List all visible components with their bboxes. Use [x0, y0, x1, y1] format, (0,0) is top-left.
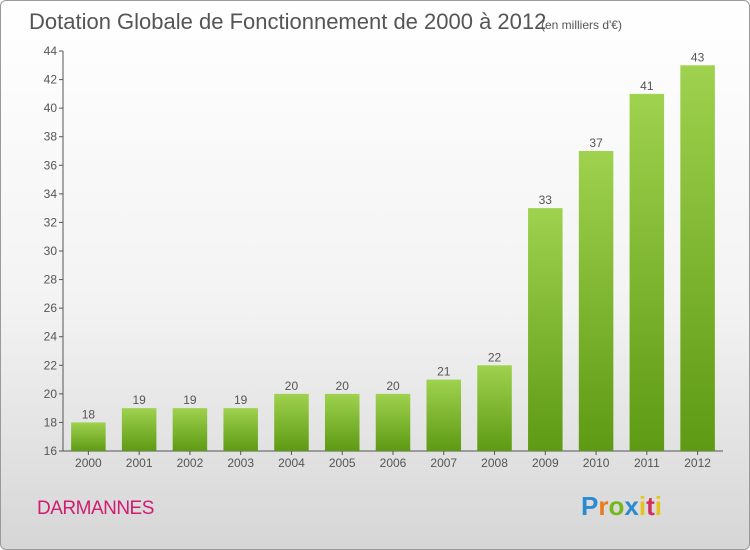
bar-2001 [121, 408, 157, 451]
x-tick-label: 2003 [227, 456, 254, 470]
bar-2010 [578, 151, 614, 451]
x-axis: 2000 2001 2002 2003 2004 2005 2006 2007 2008 2009… [75, 451, 711, 470]
x-tick-label: 2005 [329, 456, 356, 470]
y-tick-label: 36 [44, 158, 58, 172]
x-tick-label: 2009 [532, 456, 559, 470]
bar-2000 [71, 422, 106, 451]
bar-value-label: 33 [539, 193, 553, 207]
bar-2007 [426, 379, 462, 451]
y-tick-label: 16 [44, 444, 58, 458]
y-tick-label: 38 [44, 130, 58, 144]
x-tick-label: 2004 [278, 456, 305, 470]
bar-2006 [375, 393, 411, 451]
bar-value-label: 18 [82, 407, 96, 421]
bar-2004 [274, 393, 309, 451]
y-tick-label: 32 [44, 215, 58, 229]
chart-title: Dotation Globale de Fonctionnement de 20… [29, 9, 547, 34]
bar-value-label: 19 [183, 393, 197, 407]
commune-name: DARMANNES [37, 498, 154, 519]
x-tick-label: 2010 [583, 456, 610, 470]
bar-value-label: 37 [589, 136, 603, 150]
y-tick-label: 20 [44, 387, 58, 401]
x-tick-label: 2002 [177, 456, 204, 470]
bar-2003 [223, 408, 258, 451]
bar-value-label: 20 [386, 379, 400, 393]
bar-2008 [477, 365, 512, 451]
y-tick-label: 30 [44, 244, 58, 258]
x-tick-label: 2012 [684, 456, 711, 470]
x-tick-label: 2008 [481, 456, 508, 470]
bar-value-label: 20 [285, 379, 299, 393]
chart-unit: (en milliers d'€) [541, 18, 622, 32]
bar-2009 [528, 208, 563, 451]
bar-value-label: 20 [336, 379, 350, 393]
bar-2005 [324, 393, 360, 451]
bar-2012 [680, 65, 715, 452]
bar-value-label: 43 [691, 50, 705, 64]
bar-value-label: 19 [234, 393, 248, 407]
x-tick-label: 2006 [380, 456, 407, 470]
bar-value-label: 41 [640, 79, 654, 93]
x-tick-label: 2001 [126, 456, 153, 470]
y-tick-label: 26 [44, 301, 58, 315]
proxiti-logo[interactable]: Proxiti [581, 491, 662, 521]
y-tick-label: 34 [44, 187, 58, 201]
bar-value-label: 21 [437, 365, 451, 379]
x-tick-label: 2011 [634, 456, 660, 470]
bar-value-label: 19 [132, 393, 146, 407]
x-tick-label: 2000 [75, 456, 102, 470]
bar-2011 [629, 93, 665, 451]
bar-2002 [172, 408, 208, 451]
y-axis: 16 18 20 22 24 26 28 30 32 34 36 38 40 42 44 [44, 44, 723, 458]
bars: 18 19 19 19 20 20 20 21 22 33 37 41 43 [71, 50, 715, 452]
bar-value-label: 22 [488, 350, 502, 364]
y-tick-label: 24 [44, 330, 58, 344]
x-tick-label: 2007 [430, 456, 457, 470]
y-tick-label: 28 [44, 273, 58, 287]
y-tick-label: 44 [44, 44, 58, 58]
y-tick-label: 40 [44, 101, 58, 115]
y-tick-label: 42 [44, 73, 58, 87]
y-tick-label: 22 [44, 358, 58, 372]
y-tick-label: 18 [44, 415, 58, 429]
